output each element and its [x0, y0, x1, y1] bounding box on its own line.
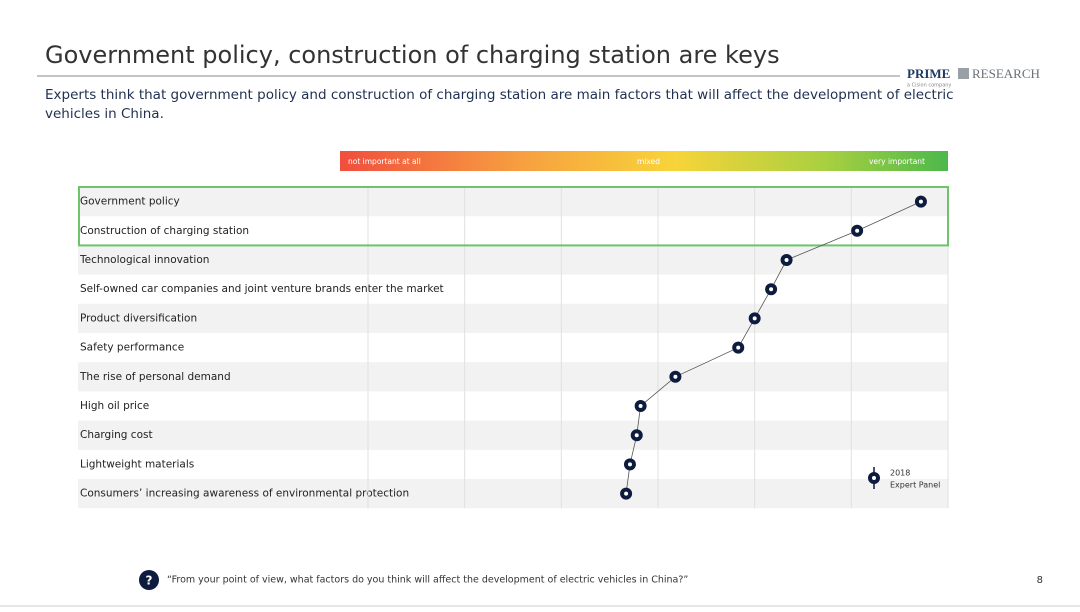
page-number: 8: [1037, 575, 1043, 586]
category-label: Technological innovation: [79, 254, 209, 266]
category-label: High oil price: [80, 400, 149, 412]
data-point-center: [736, 345, 741, 350]
logo-brand: PRIME: [907, 66, 950, 81]
row-band: [78, 187, 948, 217]
highlight-box: [78, 186, 949, 247]
data-point-center: [638, 404, 643, 408]
scale-label: mixed: [637, 157, 660, 166]
data-point-center: [624, 491, 629, 496]
category-label: The rise of personal demand: [79, 371, 231, 383]
scale-label: not important at all: [348, 157, 421, 166]
subtitle: vehicles in China.: [45, 106, 164, 122]
category-label: Lightweight materials: [80, 458, 194, 470]
logo-word: RESEARCH: [972, 66, 1040, 81]
data-point-center: [855, 228, 860, 233]
data-point-center: [752, 316, 757, 321]
row-band: [78, 303, 948, 333]
logo-tagline: a Cision company: [907, 83, 951, 89]
row-band: [78, 420, 948, 450]
category-label: Safety performance: [80, 342, 184, 354]
footer-question: “From your point of view, what factors d…: [167, 575, 688, 586]
scale-bar: [340, 151, 948, 171]
data-point-center: [784, 258, 789, 262]
category-label: Product diversification: [80, 312, 197, 324]
row-band: [78, 362, 948, 392]
category-label: Construction of charging station: [80, 225, 249, 237]
category-label: Consumers’ increasing awareness of envir…: [80, 488, 409, 500]
data-point-center: [769, 287, 774, 292]
legend-note: Expert Panel: [890, 481, 940, 490]
logo-icon: [958, 68, 969, 79]
data-point-center: [918, 199, 923, 204]
category-label: Charging cost: [80, 429, 153, 441]
scale-label: very important: [869, 157, 925, 166]
legend-marker-center: [872, 476, 876, 480]
question-icon: [139, 570, 159, 590]
data-point-center: [673, 374, 678, 379]
category-label: Government policy: [80, 196, 180, 208]
data-point-center: [627, 462, 632, 467]
legend-label: 2018: [890, 469, 910, 478]
row-band: [78, 245, 948, 275]
title: Government policy, construction of charg…: [45, 41, 780, 69]
question-mark: ?: [146, 574, 153, 588]
data-point-center: [634, 433, 639, 438]
row-band: [78, 479, 948, 509]
category-label: Self-owned car companies and joint ventu…: [80, 283, 444, 295]
subtitle: Experts think that government policy and…: [45, 87, 954, 103]
